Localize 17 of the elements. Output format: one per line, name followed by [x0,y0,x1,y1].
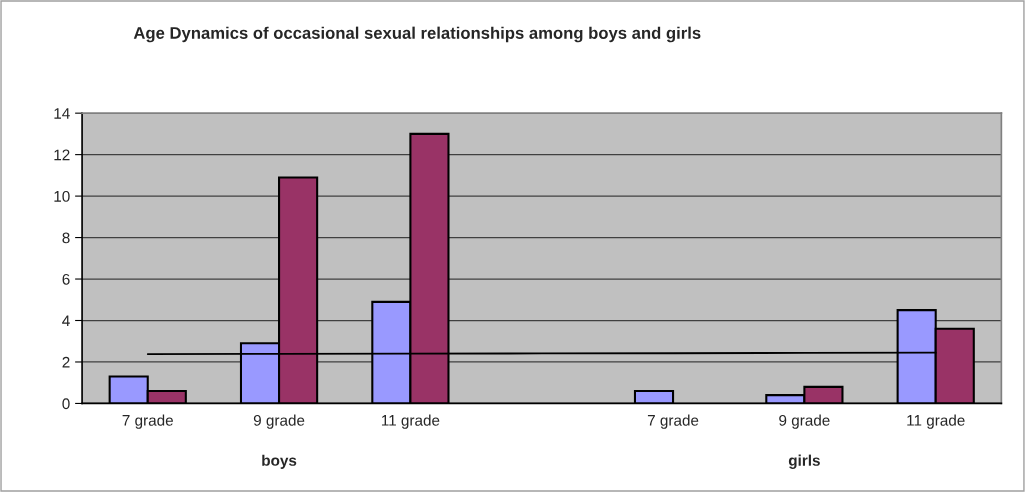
y-tick-label: 8 [62,232,70,244]
x-tick-label: 7 grade [647,414,699,429]
y-tick-label: 2 [62,356,70,368]
x-tick-label: 11 grade [381,414,440,429]
text: boys [262,454,297,469]
y-tick-label: 12 [54,149,70,161]
x-tick-label: 7 grade [122,414,173,429]
x-tick-label: 11 grade [907,414,965,429]
x-tick-label: 9 grade [253,414,305,429]
y-tick-label: 6 [62,273,70,285]
text: girls [788,454,820,469]
y-tick-label: 14 [54,108,70,119]
x-tick-label: 9 grade [779,414,830,429]
chart-title: Age Dynamics of occasional sexual relationships among boys and girls [133,26,701,43]
y-tick-label: 0 [62,398,70,410]
y-tick-label: 4 [62,315,70,327]
y-tick-label: 10 [54,190,70,202]
